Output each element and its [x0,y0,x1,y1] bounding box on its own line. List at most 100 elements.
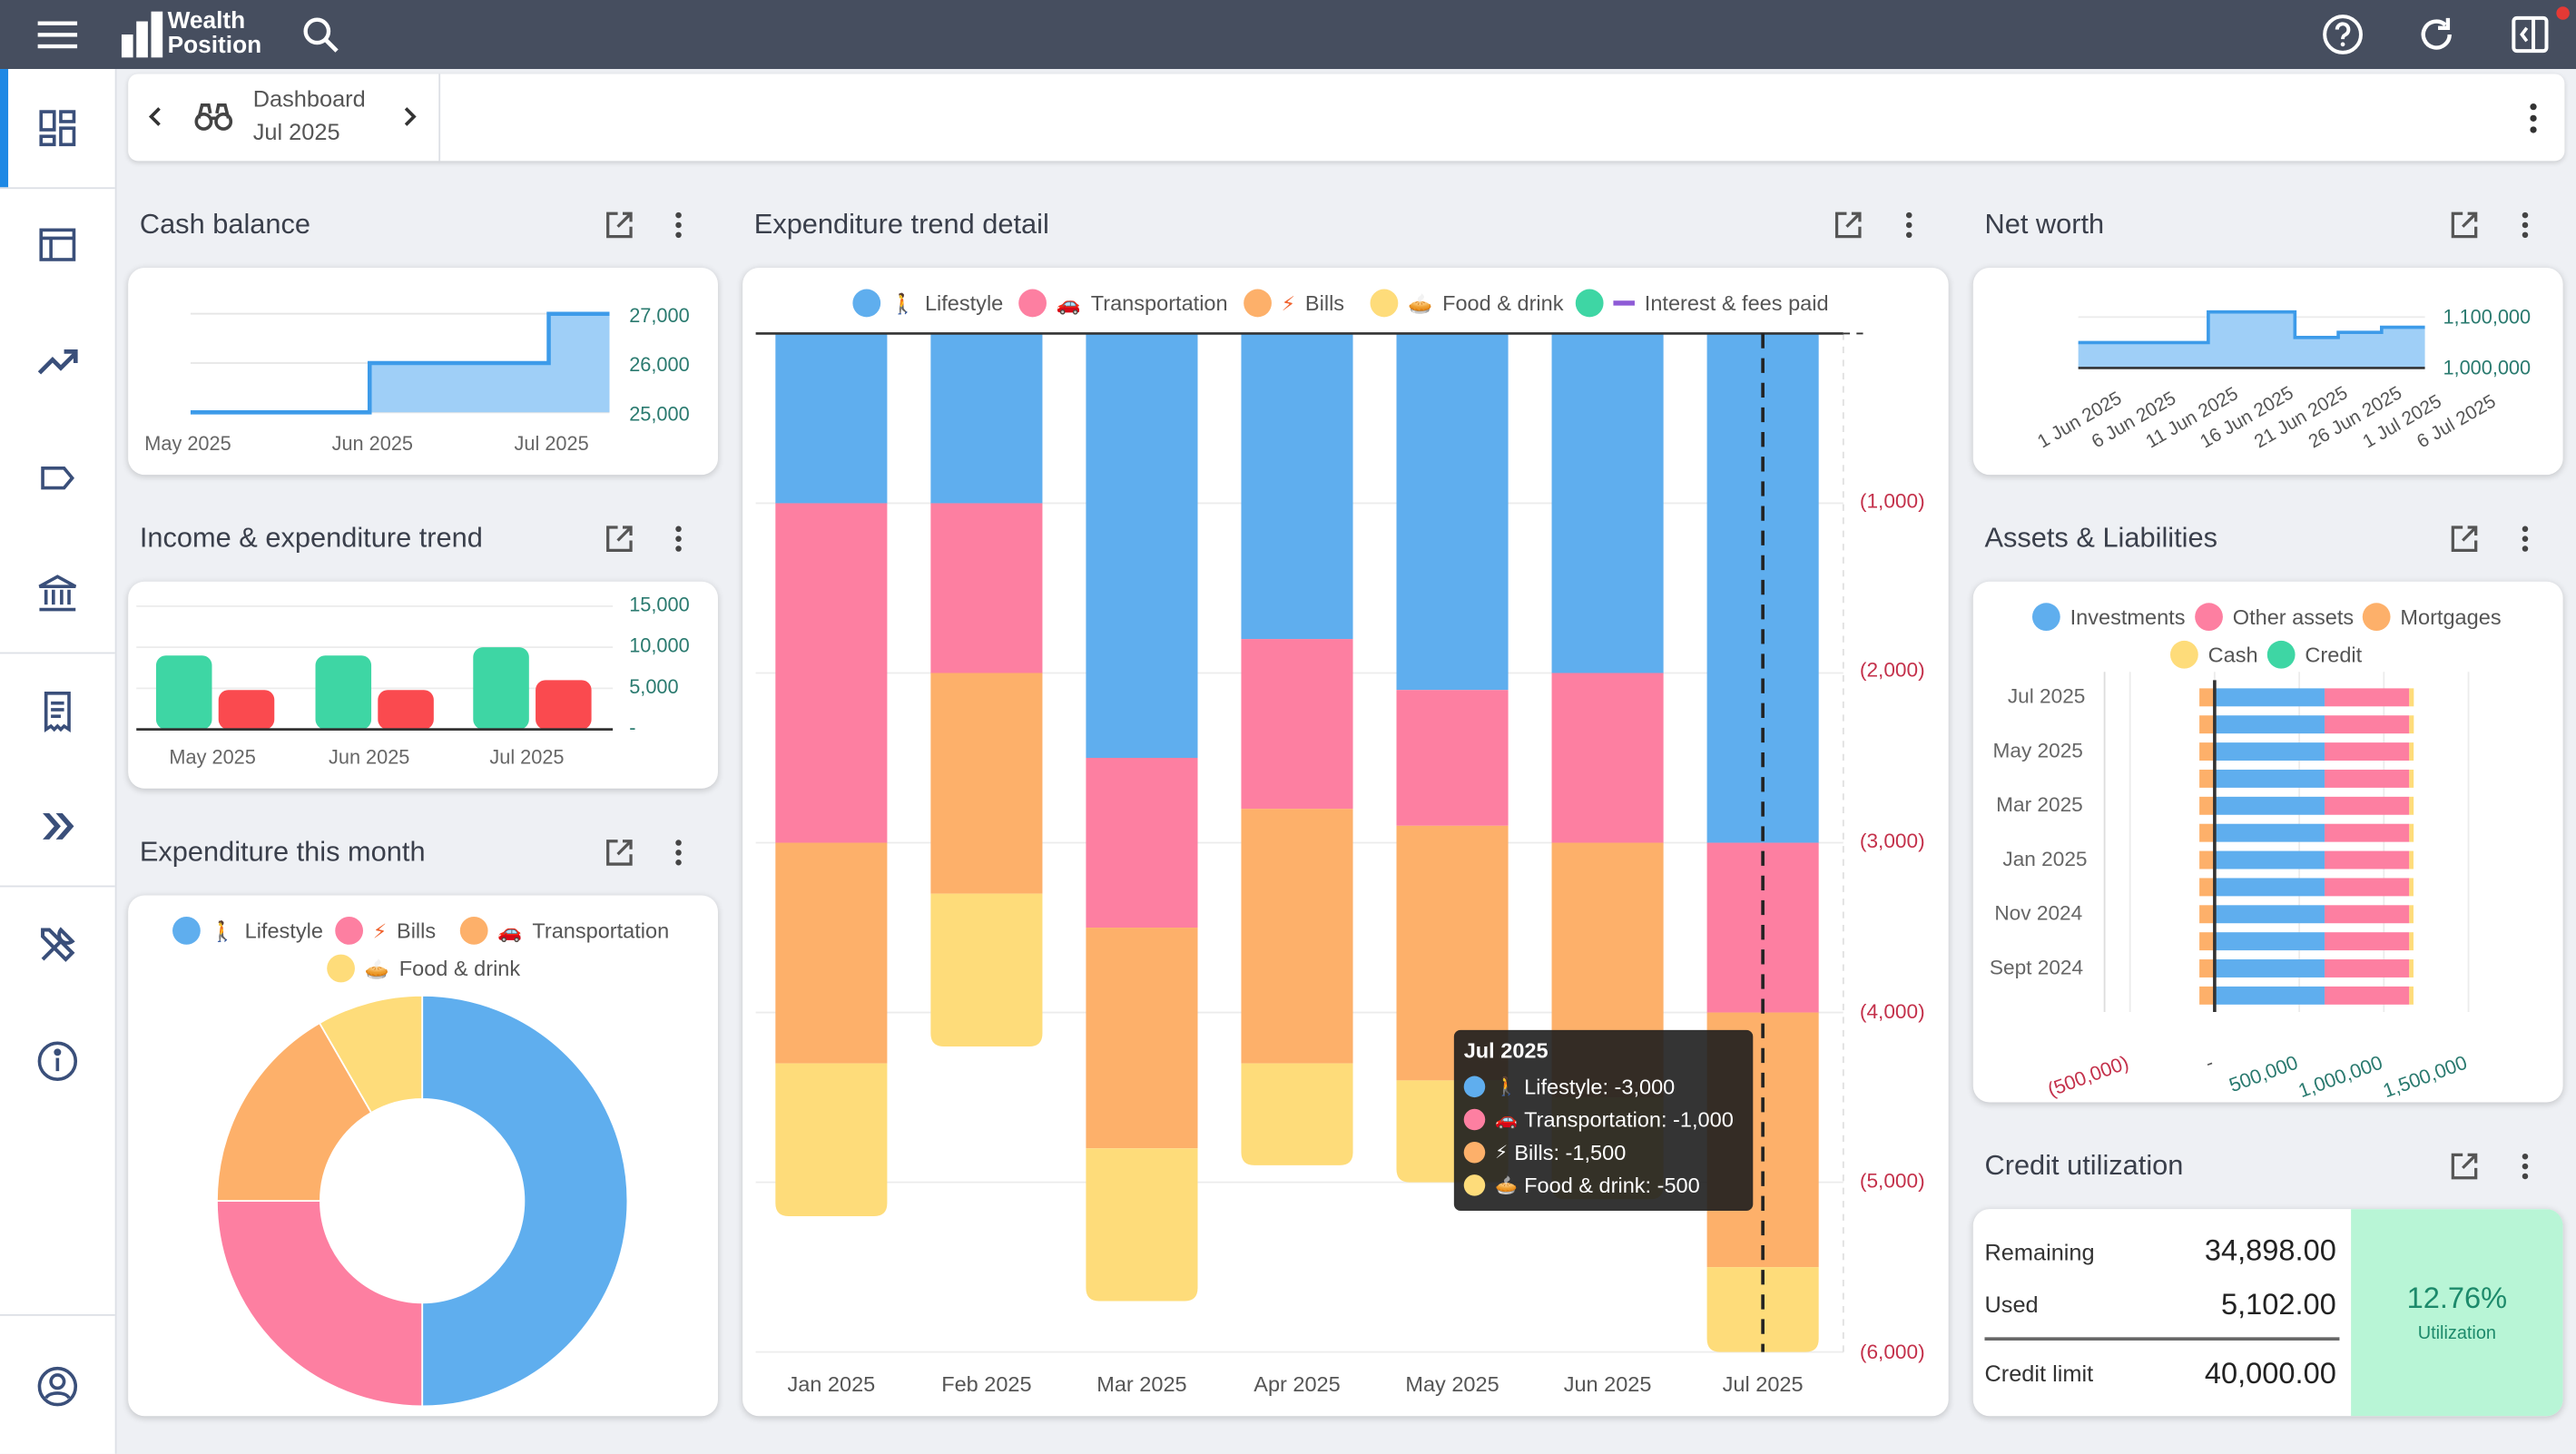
legend-swatch [2170,640,2198,669]
credit-utilization-title: Credit utilization [1984,1150,2184,1182]
stack-segment [1241,809,1353,1064]
asset-bar [2325,742,2410,761]
legend-item[interactable]: Investments [2031,603,2185,632]
dashboard-icon[interactable] [34,105,81,152]
trend-icon[interactable] [34,339,81,385]
al-y-tick: Jan 2025 [2002,847,2088,871]
asset-bar [2325,688,2410,707]
asset-bar [2325,905,2410,924]
legend-item[interactable]: 🥧 Food & drink [327,954,520,983]
trend-y-tick: (4,000) [1859,1000,1925,1024]
info-icon[interactable] [34,1038,81,1085]
legend-item[interactable]: 🚶 Lifestyle [852,289,1003,318]
tooltip-value: Transportation: -1,000 [1524,1106,1734,1133]
legend-item[interactable]: 🥧 Food & drink [1370,289,1564,318]
next-period-icon[interactable] [398,102,420,132]
bank-icon[interactable] [34,570,81,616]
breadcrumb: Dashboard Jul 2025 [128,74,441,162]
tag-icon[interactable] [34,455,81,501]
asset-bar [2325,823,2410,842]
legend-label: Transportation [532,918,670,943]
utilization-panel: 12.76% Utilization [2351,1209,2563,1417]
remaining-value: 34,898.00 [2204,1233,2336,1267]
asset-bar [2214,959,2325,978]
help-icon[interactable] [2320,12,2366,58]
logo-line-2: Position [167,33,262,60]
expenditure-month-more-icon[interactable] [662,836,694,869]
tools-icon[interactable] [34,921,81,968]
legend-label: Food & drink [1442,290,1564,316]
search-icon[interactable] [298,12,344,58]
side-panel-icon[interactable] [2507,12,2553,58]
al-x-tick: 500,000 [2226,1051,2300,1096]
legend-item[interactable]: Interest & fees paid [1575,289,1829,318]
assets-liabilities-card: Investments Other assets Mortgages Cash … [1972,581,2563,1103]
legend-label: Cash [2207,642,2258,667]
cash-balance-more-icon[interactable] [662,209,694,241]
legend-item[interactable]: Mortgages [2362,603,2502,632]
double-chevron-icon[interactable] [34,803,81,850]
nw-y-tick: 1,100,000 [2443,305,2532,329]
tooltip-row: 🥧 Food & drink: -500 [1463,1173,1700,1197]
trend-x-tick: Feb 2025 [941,1372,1031,1396]
legend-item[interactable]: 🚗 Transportation [459,916,670,945]
ie-x-tick: Jul 2025 [489,745,565,770]
assets-liabilities-open-icon[interactable] [2448,523,2481,555]
trend-detail-more-icon[interactable] [1893,209,1925,241]
legend-item[interactable]: ⚡ Bills [335,916,436,945]
utilization-percent: 12.76% [2406,1281,2508,1314]
prev-period-icon[interactable] [144,102,167,132]
expenditure-month-open-icon[interactable] [603,836,635,869]
stack-segment [1551,673,1664,843]
donut-slice [318,994,424,1115]
income-bar [315,655,372,730]
al-x-tick: - [2202,1051,2216,1075]
net-worth-more-icon[interactable] [2509,209,2542,241]
trend-detail-chart: Jan 2025 Feb 2025 Mar 2025 Apr 2025 May 2025… [755,332,1870,1396]
assets-liabilities-more-icon[interactable] [2509,523,2542,555]
logo-line-1: Wealth [167,8,246,35]
mortgage-bar [2199,905,2215,924]
legend-swatch [172,916,201,945]
mortgage-bar [2199,878,2215,897]
legend-swatch [2195,603,2223,632]
stack-segment [775,1063,888,1217]
table-icon[interactable] [34,221,81,268]
income-bar [155,655,212,730]
legend-item[interactable]: 🚶 Lifestyle [172,916,323,945]
legend-swatch [1018,289,1047,318]
net-worth-open-icon[interactable] [2448,209,2481,241]
credit-utilization-more-icon[interactable] [2509,1150,2542,1183]
al-x-tick: 1,000,000 [2296,1051,2385,1103]
legend-item[interactable]: Credit [2266,640,2362,669]
cash-balance-open-icon[interactable] [603,209,635,241]
mortgage-bar [2199,823,2215,842]
legend-item[interactable]: 🚗 Transportation [1018,289,1228,318]
income-expenditure-open-icon[interactable] [603,523,635,555]
app-logo[interactable]: Wealth Position [121,6,262,63]
trend-y-tick: (1,000) [1859,489,1925,513]
asset-bar [2214,688,2325,707]
stack-segment [930,503,1043,673]
refresh-icon[interactable] [2414,12,2460,58]
net-worth-line [2078,309,2425,345]
credit-utilization-open-icon[interactable] [2448,1150,2481,1183]
account-icon[interactable] [34,1363,81,1410]
mortgage-bar [2199,796,2215,815]
menu-icon[interactable] [34,12,81,58]
donut-slice [421,994,629,1408]
breadcrumb-title[interactable]: Dashboard [252,85,366,113]
tooltip-row: ⚡ Bills: -1,500 [1463,1140,1626,1164]
receipt-icon[interactable] [34,688,81,734]
asset-bar [2214,742,2325,761]
legend-item[interactable]: ⚡ Bills [1244,289,1344,318]
logo-bars-icon [121,11,163,58]
breadcrumb-period[interactable]: Jul 2025 [252,118,340,145]
legend-item[interactable]: Other assets [2195,603,2354,632]
page-more-icon[interactable] [2521,100,2547,136]
legend-item[interactable]: Cash [2170,640,2258,669]
income-expenditure-more-icon[interactable] [662,523,694,555]
trend-detail-open-icon[interactable] [1832,209,1864,241]
